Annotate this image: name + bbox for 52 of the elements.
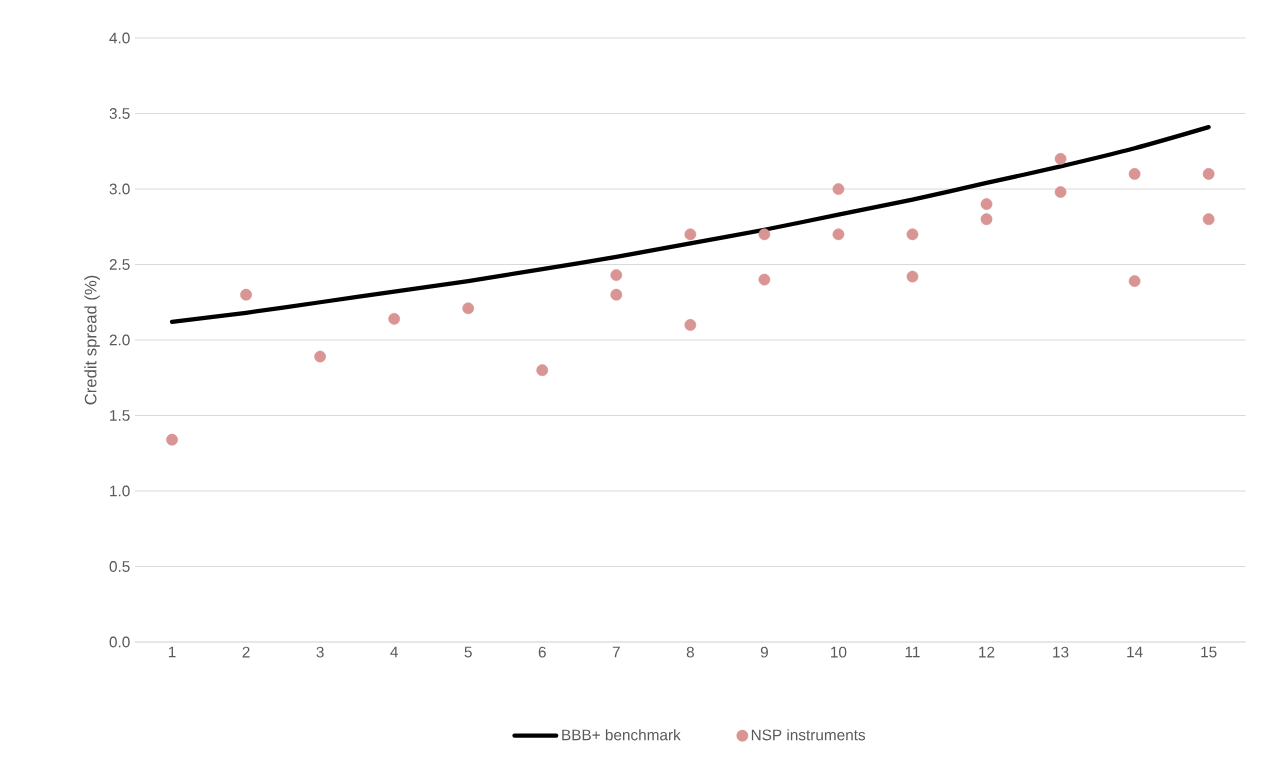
point	[1202, 168, 1215, 180]
y-tick-label: 4.0	[109, 32, 130, 44]
line-series	[169, 124, 1211, 325]
point	[462, 302, 475, 315]
x-tick-label: 7	[612, 646, 620, 658]
x-tick-label: 15	[1201, 646, 1217, 658]
y-tick-label: 0.5	[109, 561, 130, 572]
y-axis-title: Credit spread (%)	[84, 275, 100, 405]
point	[536, 364, 549, 377]
y-tick-label: 1.5	[110, 410, 130, 421]
point	[1054, 152, 1067, 165]
legend-label: NSP instruments	[751, 729, 866, 741]
point	[1054, 186, 1067, 198]
point	[980, 213, 993, 226]
x-tick-label: 10	[831, 646, 847, 658]
y-tick-label: 0.0	[109, 636, 130, 648]
y-tick-label: 3.0	[109, 183, 130, 195]
point	[314, 350, 326, 363]
point	[758, 273, 771, 286]
x-tick-label: 6	[538, 646, 546, 658]
y-tick-label: 2.0	[109, 334, 130, 346]
point	[610, 288, 623, 301]
x-tick-label: 3	[316, 646, 324, 658]
x-tick-label: 12	[979, 646, 995, 658]
point	[832, 183, 845, 195]
point	[980, 198, 993, 210]
point	[1202, 213, 1215, 226]
point	[1128, 168, 1141, 180]
point	[832, 228, 845, 241]
point	[240, 288, 252, 301]
x-tick-label: 11	[905, 646, 920, 658]
point	[610, 269, 623, 281]
x-tick-label: 5	[464, 646, 472, 658]
x-tick-label: 9	[760, 646, 768, 658]
point	[1128, 275, 1141, 287]
x-tick-label: 4	[390, 646, 398, 658]
y-tick-label: 1.0	[110, 485, 130, 497]
point	[906, 228, 919, 241]
y-tick-label: 3.5	[109, 108, 130, 119]
x-tick-label: 13	[1053, 646, 1069, 658]
x-tick-label: 14	[1127, 646, 1143, 658]
y-tick-label: 2.5	[109, 259, 130, 270]
point	[758, 228, 771, 241]
x-tick-label: 8	[686, 646, 694, 658]
x-tick-label: 2	[242, 646, 250, 658]
point	[684, 319, 697, 331]
point	[906, 270, 919, 283]
point	[684, 228, 697, 241]
x-tick-label: 1	[168, 646, 176, 658]
legend-label: BBB+ benchmark	[562, 729, 681, 741]
point	[388, 312, 401, 325]
point	[166, 433, 178, 446]
